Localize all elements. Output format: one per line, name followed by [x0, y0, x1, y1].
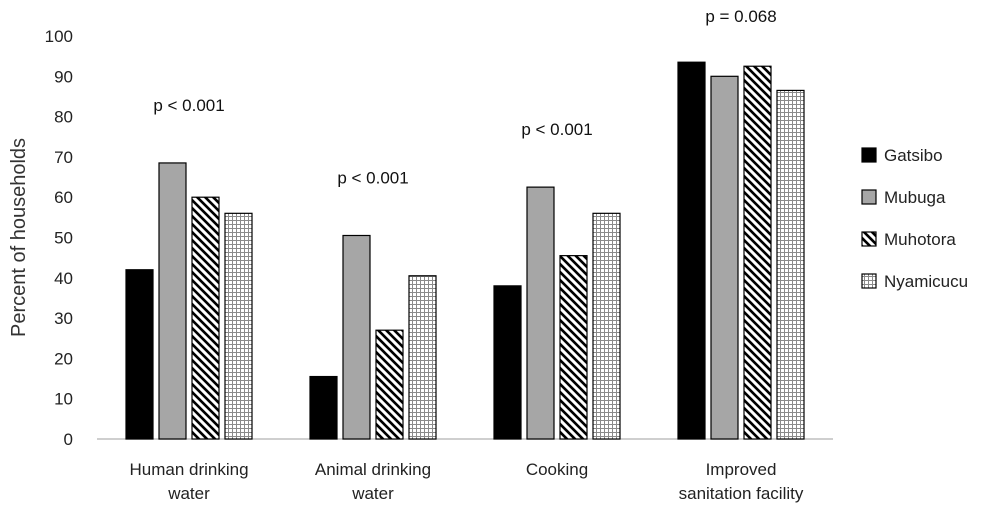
- x-tick-label: water: [351, 484, 394, 503]
- bar-mubuga-3: [710, 75, 739, 440]
- bar-nyamicucu-0: [224, 212, 253, 440]
- y-tick-label: 60: [54, 188, 73, 207]
- y-tick-label: 30: [54, 309, 73, 328]
- y-tick-label: 0: [64, 430, 73, 449]
- bar-gatsibo-2: [493, 285, 522, 440]
- bar-muhotora-2: [559, 255, 588, 440]
- bar-gatsibo-0: [125, 269, 154, 440]
- y-axis-title: Percent of households: [8, 138, 30, 337]
- x-tick-label: sanitation facility: [679, 484, 804, 503]
- y-tick-label: 80: [54, 108, 73, 127]
- bar-muhotora-3: [743, 65, 772, 440]
- y-tick-label: 90: [54, 67, 73, 86]
- bar-gatsibo-1: [309, 375, 338, 440]
- legend-label-nyamicucu: Nyamicucu: [884, 272, 968, 291]
- bar-nyamicucu-3: [776, 89, 805, 440]
- bar-gatsibo-3: [677, 61, 706, 440]
- bar-muhotora-0: [191, 196, 220, 440]
- p-value-annotation: p < 0.001: [521, 120, 592, 139]
- legend-swatch-gatsibo: [861, 147, 877, 163]
- bar-mubuga-1: [342, 234, 371, 440]
- legend-swatch-muhotora: [861, 231, 877, 247]
- bar-muhotora-1: [375, 329, 404, 440]
- legend-label-muhotora: Muhotora: [884, 230, 956, 249]
- y-tick-label: 50: [54, 229, 73, 248]
- x-tick-label: water: [167, 484, 210, 503]
- bar-nyamicucu-1: [408, 275, 437, 440]
- bar-mubuga-2: [526, 186, 555, 440]
- bar-mubuga-0: [158, 162, 187, 440]
- x-tick-label: Improved: [706, 460, 777, 479]
- bar-nyamicucu-2: [592, 212, 621, 440]
- legend-swatch-nyamicucu: [861, 273, 877, 289]
- p-value-annotation: p = 0.068: [705, 7, 776, 26]
- y-tick-label: 70: [54, 148, 73, 167]
- x-tick-label: Human drinking: [129, 460, 248, 479]
- legend-label-mubuga: Mubuga: [884, 188, 946, 207]
- y-tick-label: 100: [45, 27, 73, 46]
- legend-swatch-mubuga: [861, 189, 877, 205]
- y-tick-label: 40: [54, 269, 73, 288]
- y-tick-label: 20: [54, 349, 73, 368]
- p-value-annotation: p < 0.001: [153, 96, 224, 115]
- p-value-annotation: p < 0.001: [337, 168, 408, 187]
- x-tick-label: Animal drinking: [315, 460, 431, 479]
- y-tick-label: 10: [54, 390, 73, 409]
- legend-label-gatsibo: Gatsibo: [884, 146, 943, 165]
- x-tick-label: Cooking: [526, 460, 588, 479]
